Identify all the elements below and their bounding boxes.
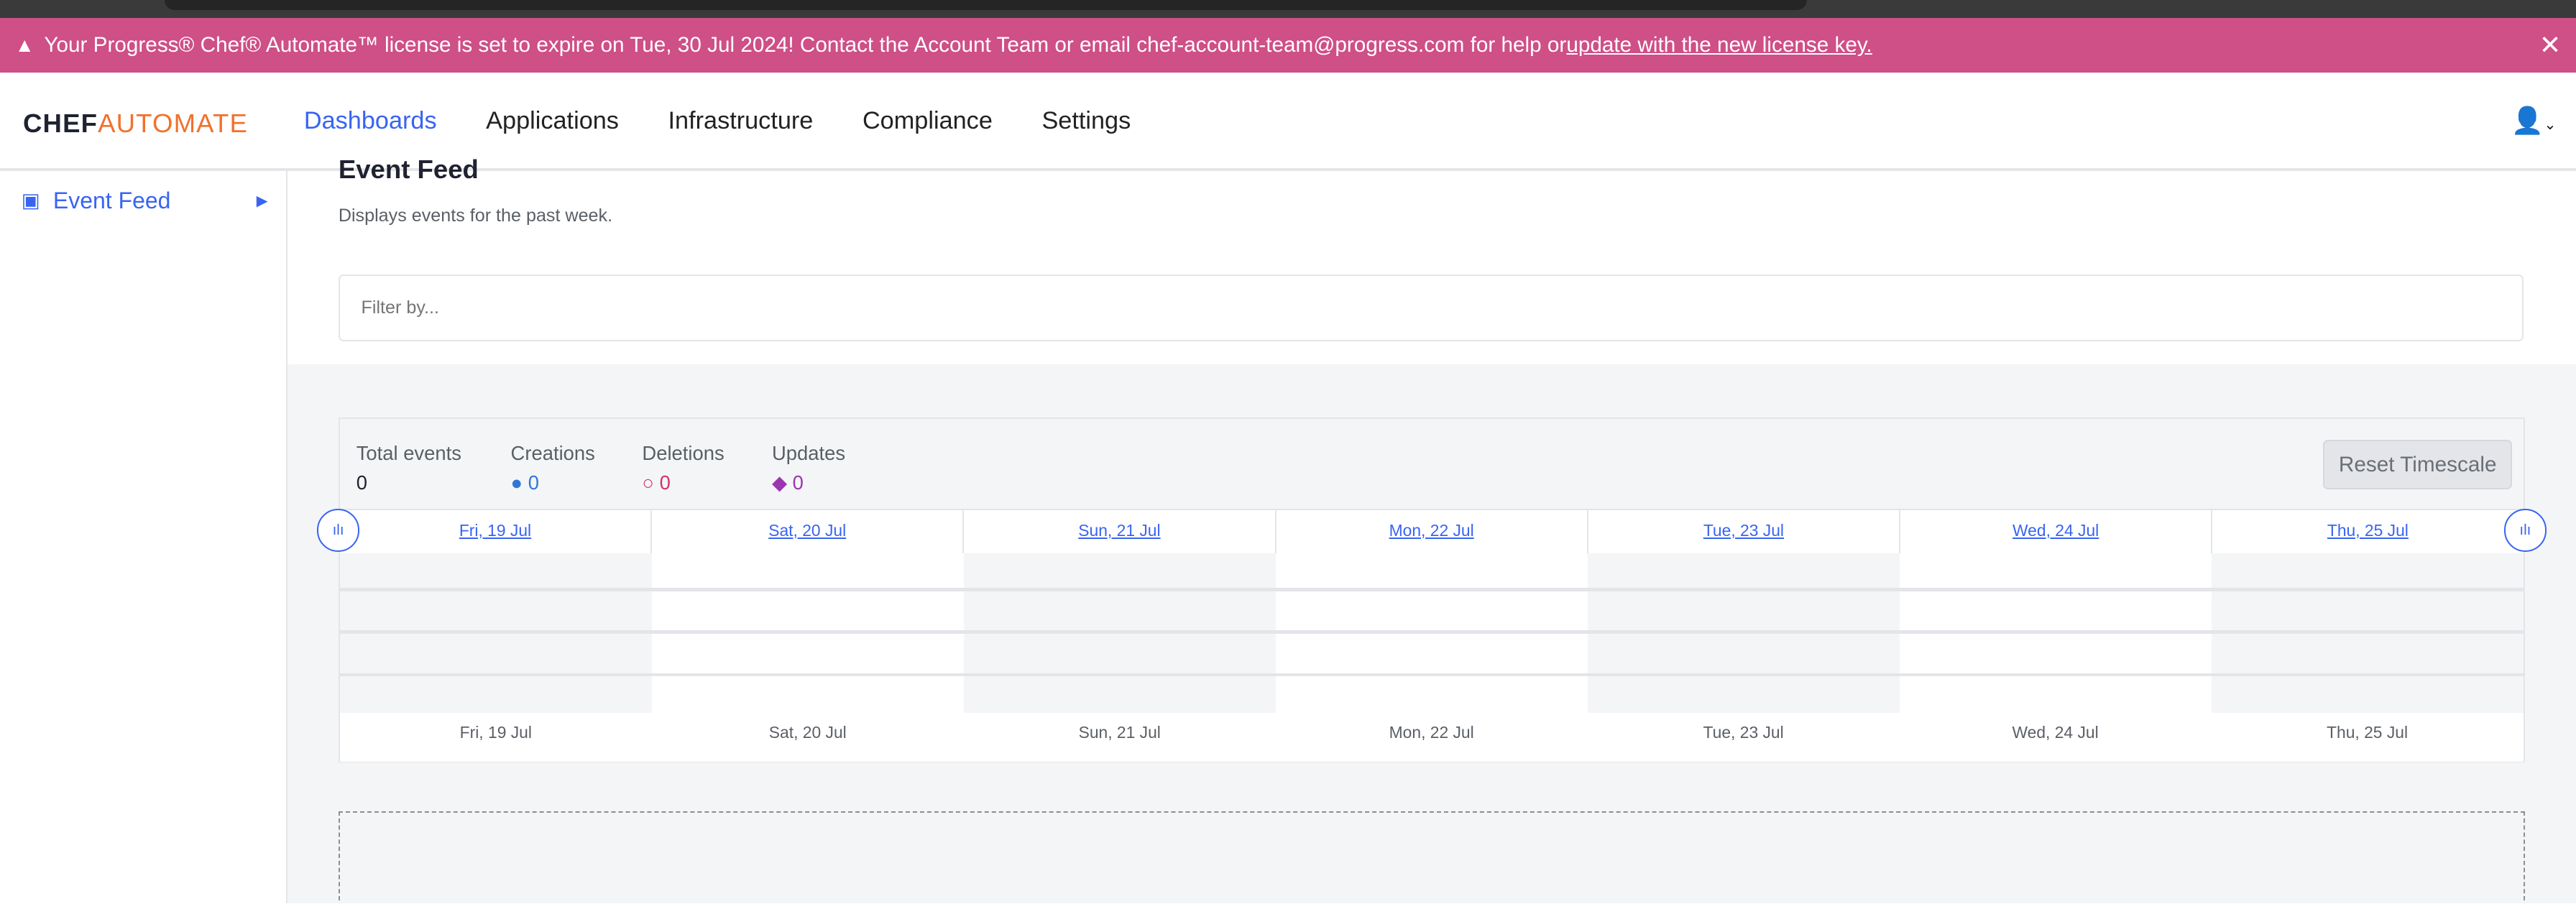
date-link[interactable]: Thu, 25 Jul (2212, 510, 2523, 553)
date-link[interactable]: Tue, 23 Jul (1588, 510, 1900, 553)
page-header: Event Feed Displays events for the past … (288, 171, 2576, 365)
sidebar: ▣ Event Feed ▶ (0, 171, 288, 903)
close-icon[interactable]: ✕ (2539, 29, 2562, 60)
banner-text: Your Progress® Chef® Automate™ license i… (44, 33, 1566, 57)
user-menu[interactable]: 👤⌄ (2511, 105, 2557, 136)
stat-creations: Creations ● 0 (511, 442, 595, 494)
chef-automate-logo[interactable]: CHEFAUTOMATE (23, 109, 248, 139)
timeline-date-footer: Fri, 19 Jul Sat, 20 Jul Sun, 21 Jul Mon,… (340, 713, 2524, 762)
stat-value: 0 (528, 471, 539, 494)
stat-total: Total events 0 (356, 442, 461, 494)
timescale-left-handle[interactable]: ılı (317, 509, 359, 551)
date-label: Mon, 22 Jul (1276, 713, 1588, 762)
date-link[interactable]: Wed, 24 Jul (1900, 510, 2212, 553)
event-list-placeholder (339, 811, 2525, 903)
nav-dashboards[interactable]: Dashboards (304, 107, 437, 135)
browser-top-bar (0, 0, 2576, 18)
date-label: Tue, 23 Jul (1588, 713, 1900, 762)
grip-icon: ılı (2519, 522, 2531, 539)
timescale-right-handle[interactable]: ılı (2504, 509, 2547, 551)
date-label: Sun, 21 Jul (964, 713, 1276, 762)
event-timeline-card: Total events0 Creations● 0 Deletions○ 0 … (339, 418, 2525, 762)
date-label: Fri, 19 Jul (340, 713, 652, 762)
date-label: Sat, 20 Jul (652, 713, 964, 762)
user-icon: 👤 (2511, 106, 2544, 135)
grid-line (340, 630, 2524, 634)
date-link[interactable]: Sun, 21 Jul (964, 510, 1276, 553)
stat-label: Creations (511, 442, 595, 464)
open-circle-icon: ○ (642, 471, 654, 494)
stat-label: Total events (356, 442, 461, 464)
calendar-icon: ▣ (22, 189, 40, 212)
grip-icon: ılı (333, 522, 344, 539)
browser-address-bar (165, 0, 1808, 10)
stat-label: Updates (772, 442, 845, 464)
grid-line (340, 673, 2524, 677)
date-label: Wed, 24 Jul (1900, 713, 2212, 762)
page-title: Event Feed (339, 154, 479, 185)
stat-value: 0 (793, 471, 804, 494)
logo-chef: CHEF (23, 109, 98, 138)
date-label: Thu, 25 Jul (2212, 713, 2524, 762)
filled-circle-icon: ● (511, 471, 523, 494)
grid-line (340, 588, 2524, 591)
timeline-date-header: Fri, 19 Jul Sat, 20 Jul Sun, 21 Jul Mon,… (340, 509, 2524, 555)
date-link[interactable]: Mon, 22 Jul (1276, 510, 1588, 553)
stat-label: Deletions (642, 442, 724, 464)
reset-timescale-button[interactable]: Reset Timescale (2323, 440, 2512, 489)
nav-compliance[interactable]: Compliance (862, 107, 993, 135)
nav-applications[interactable]: Applications (486, 107, 619, 135)
chevron-down-icon: ⌄ (2544, 116, 2556, 133)
nav-infrastructure[interactable]: Infrastructure (668, 107, 814, 135)
page-subtitle: Displays events for the past week. (339, 206, 612, 226)
update-license-link[interactable]: update with the new license key. (1566, 33, 1872, 57)
diamond-icon: ◆ (772, 471, 787, 494)
date-link[interactable]: Fri, 19 Jul (340, 510, 652, 553)
stat-value: 0 (356, 471, 461, 494)
nav-settings[interactable]: Settings (1041, 107, 1131, 135)
stat-updates: Updates ◆ 0 (772, 442, 845, 494)
stat-deletions: Deletions ○ 0 (642, 442, 724, 494)
warning-icon: ▲ (15, 34, 34, 57)
sidebar-item-label: Event Feed (53, 188, 171, 214)
sidebar-item-event-feed[interactable]: ▣ Event Feed ▶ (22, 188, 268, 214)
caret-right-icon: ▶ (257, 192, 268, 210)
date-link[interactable]: Sat, 20 Jul (652, 510, 964, 553)
logo-automate: AUTOMATE (98, 109, 248, 138)
filter-input[interactable] (339, 275, 2524, 342)
license-banner: ▲ Your Progress® Chef® Automate™ license… (0, 18, 2576, 72)
stat-value: 0 (660, 471, 671, 494)
